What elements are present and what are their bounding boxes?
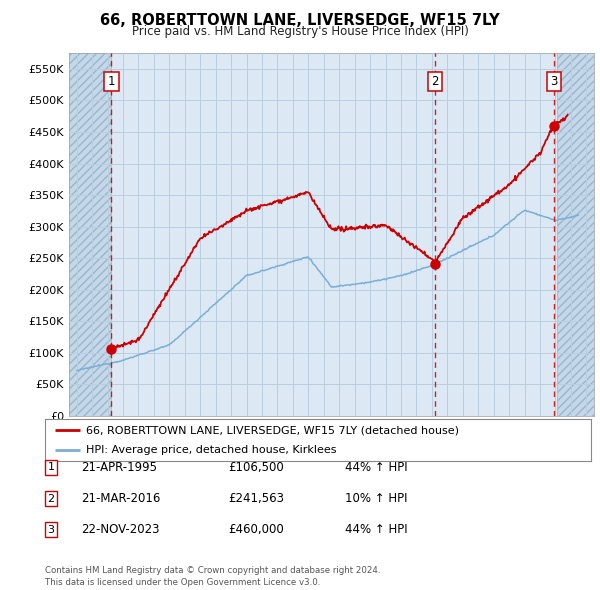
Bar <box>557 53 594 416</box>
Text: 3: 3 <box>550 75 557 88</box>
Text: 1: 1 <box>47 463 55 472</box>
Text: Contains HM Land Registry data © Crown copyright and database right 2024.
This d: Contains HM Land Registry data © Crown c… <box>45 566 380 587</box>
Text: Price paid vs. HM Land Registry's House Price Index (HPI): Price paid vs. HM Land Registry's House … <box>131 25 469 38</box>
Text: 10% ↑ HPI: 10% ↑ HPI <box>345 492 407 505</box>
Text: 2: 2 <box>431 75 439 88</box>
Text: 22-NOV-2023: 22-NOV-2023 <box>81 523 160 536</box>
Text: 66, ROBERTTOWN LANE, LIVERSEDGE, WF15 7LY: 66, ROBERTTOWN LANE, LIVERSEDGE, WF15 7L… <box>100 13 500 28</box>
Text: 66, ROBERTTOWN LANE, LIVERSEDGE, WF15 7LY (detached house): 66, ROBERTTOWN LANE, LIVERSEDGE, WF15 7L… <box>86 425 459 435</box>
Text: £241,563: £241,563 <box>228 492 284 505</box>
Text: £106,500: £106,500 <box>228 461 284 474</box>
Text: 21-APR-1995: 21-APR-1995 <box>81 461 157 474</box>
Text: 44% ↑ HPI: 44% ↑ HPI <box>345 523 407 536</box>
Text: 2: 2 <box>47 494 55 503</box>
Text: £460,000: £460,000 <box>228 523 284 536</box>
Text: 3: 3 <box>47 525 55 535</box>
Text: HPI: Average price, detached house, Kirklees: HPI: Average price, detached house, Kirk… <box>86 445 337 455</box>
Text: 21-MAR-2016: 21-MAR-2016 <box>81 492 160 505</box>
Bar <box>69 53 112 416</box>
Text: 44% ↑ HPI: 44% ↑ HPI <box>345 461 407 474</box>
Text: 1: 1 <box>108 75 115 88</box>
